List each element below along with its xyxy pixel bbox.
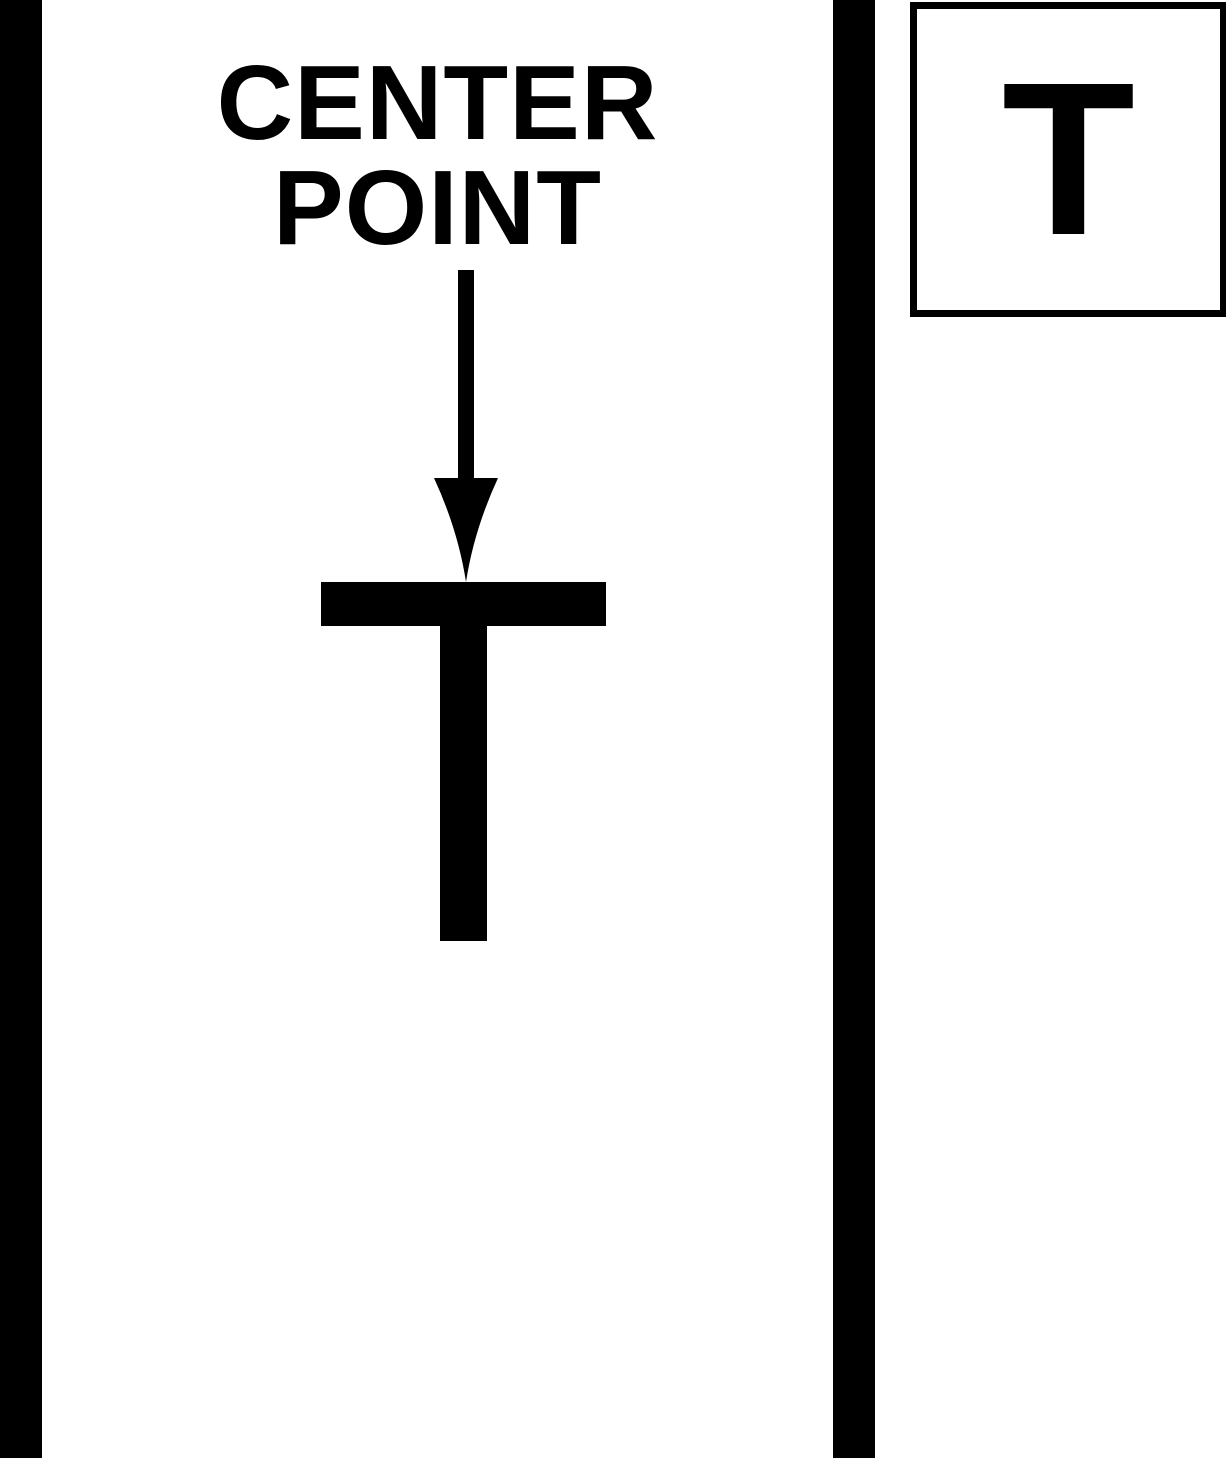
t-marker-crossbar bbox=[321, 582, 606, 626]
pointer-arrow-head bbox=[434, 478, 498, 582]
t-legend-box: T bbox=[910, 2, 1226, 317]
pointer-arrow-shaft bbox=[458, 270, 474, 482]
t-marker-stem bbox=[440, 626, 487, 941]
lane-line-right bbox=[833, 0, 875, 1458]
lane-line-left bbox=[0, 0, 42, 1458]
t-legend-letter: T bbox=[1001, 37, 1136, 281]
center-point-label-line-1: CENTER bbox=[216, 44, 659, 162]
center-point-label-line-2: POINT bbox=[273, 149, 602, 267]
